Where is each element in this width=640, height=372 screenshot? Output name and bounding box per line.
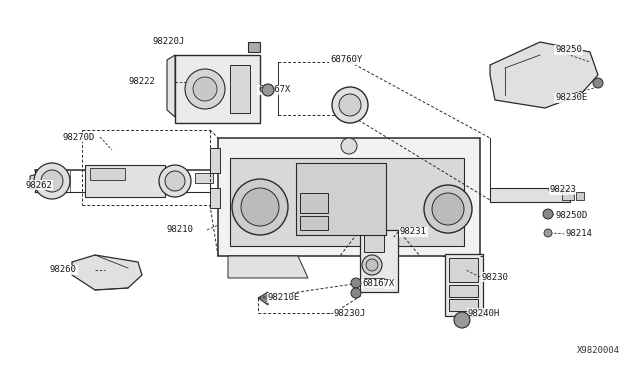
- Circle shape: [165, 171, 185, 191]
- Text: 98231: 98231: [400, 228, 427, 237]
- Bar: [218, 138, 480, 256]
- Circle shape: [351, 288, 361, 298]
- Circle shape: [232, 179, 288, 235]
- Text: 98222: 98222: [128, 77, 155, 87]
- Polygon shape: [258, 292, 268, 305]
- Text: 98262: 98262: [25, 180, 52, 189]
- Bar: [300, 216, 328, 230]
- Bar: [364, 278, 384, 288]
- Bar: [248, 42, 260, 52]
- Bar: [449, 285, 478, 297]
- Bar: [210, 188, 220, 208]
- Bar: [445, 254, 483, 316]
- Circle shape: [34, 163, 70, 199]
- Text: 98240H: 98240H: [468, 308, 500, 317]
- Text: 68760Y: 68760Y: [330, 55, 362, 64]
- Circle shape: [454, 312, 470, 328]
- Polygon shape: [30, 173, 42, 189]
- Text: 68167X: 68167X: [362, 279, 394, 289]
- Bar: [230, 65, 250, 113]
- Text: 98230E: 98230E: [555, 93, 588, 103]
- Circle shape: [339, 94, 361, 116]
- Text: X9820004: X9820004: [577, 346, 620, 355]
- Bar: [490, 188, 570, 202]
- Polygon shape: [490, 42, 598, 108]
- Text: 98220J: 98220J: [153, 38, 185, 46]
- Circle shape: [341, 138, 357, 154]
- Circle shape: [241, 188, 279, 226]
- Bar: [360, 230, 398, 292]
- Circle shape: [332, 87, 368, 123]
- Circle shape: [41, 170, 63, 192]
- Polygon shape: [228, 256, 308, 278]
- Text: 98210: 98210: [166, 225, 193, 234]
- Text: 98223: 98223: [550, 186, 577, 195]
- Bar: [449, 258, 478, 282]
- Bar: [300, 193, 328, 213]
- Bar: [562, 190, 574, 200]
- Circle shape: [362, 255, 382, 275]
- Circle shape: [593, 78, 603, 88]
- Text: 68167X: 68167X: [258, 86, 291, 94]
- Text: 98250: 98250: [555, 45, 582, 55]
- Bar: [195, 173, 213, 183]
- Text: 98230J: 98230J: [334, 308, 366, 317]
- Circle shape: [185, 69, 225, 109]
- Bar: [230, 158, 464, 246]
- Bar: [85, 165, 165, 197]
- Text: 98270D: 98270D: [63, 132, 95, 141]
- Bar: [576, 192, 584, 200]
- Bar: [364, 234, 384, 252]
- Circle shape: [351, 278, 361, 288]
- Circle shape: [432, 193, 464, 225]
- Bar: [175, 55, 260, 123]
- Circle shape: [193, 77, 217, 101]
- Text: 98230: 98230: [482, 273, 509, 282]
- Polygon shape: [72, 255, 142, 290]
- Polygon shape: [167, 55, 175, 117]
- Bar: [296, 163, 386, 235]
- Circle shape: [424, 185, 472, 233]
- Text: 98210E: 98210E: [268, 294, 300, 302]
- Text: 98250D: 98250D: [555, 211, 588, 219]
- Bar: [449, 299, 478, 311]
- Text: 98260: 98260: [50, 266, 77, 275]
- Circle shape: [262, 84, 274, 96]
- Circle shape: [544, 229, 552, 237]
- Circle shape: [543, 209, 553, 219]
- Bar: [210, 148, 220, 173]
- Bar: [90, 168, 125, 180]
- Text: 98214: 98214: [565, 230, 592, 238]
- Circle shape: [366, 259, 378, 271]
- Circle shape: [159, 165, 191, 197]
